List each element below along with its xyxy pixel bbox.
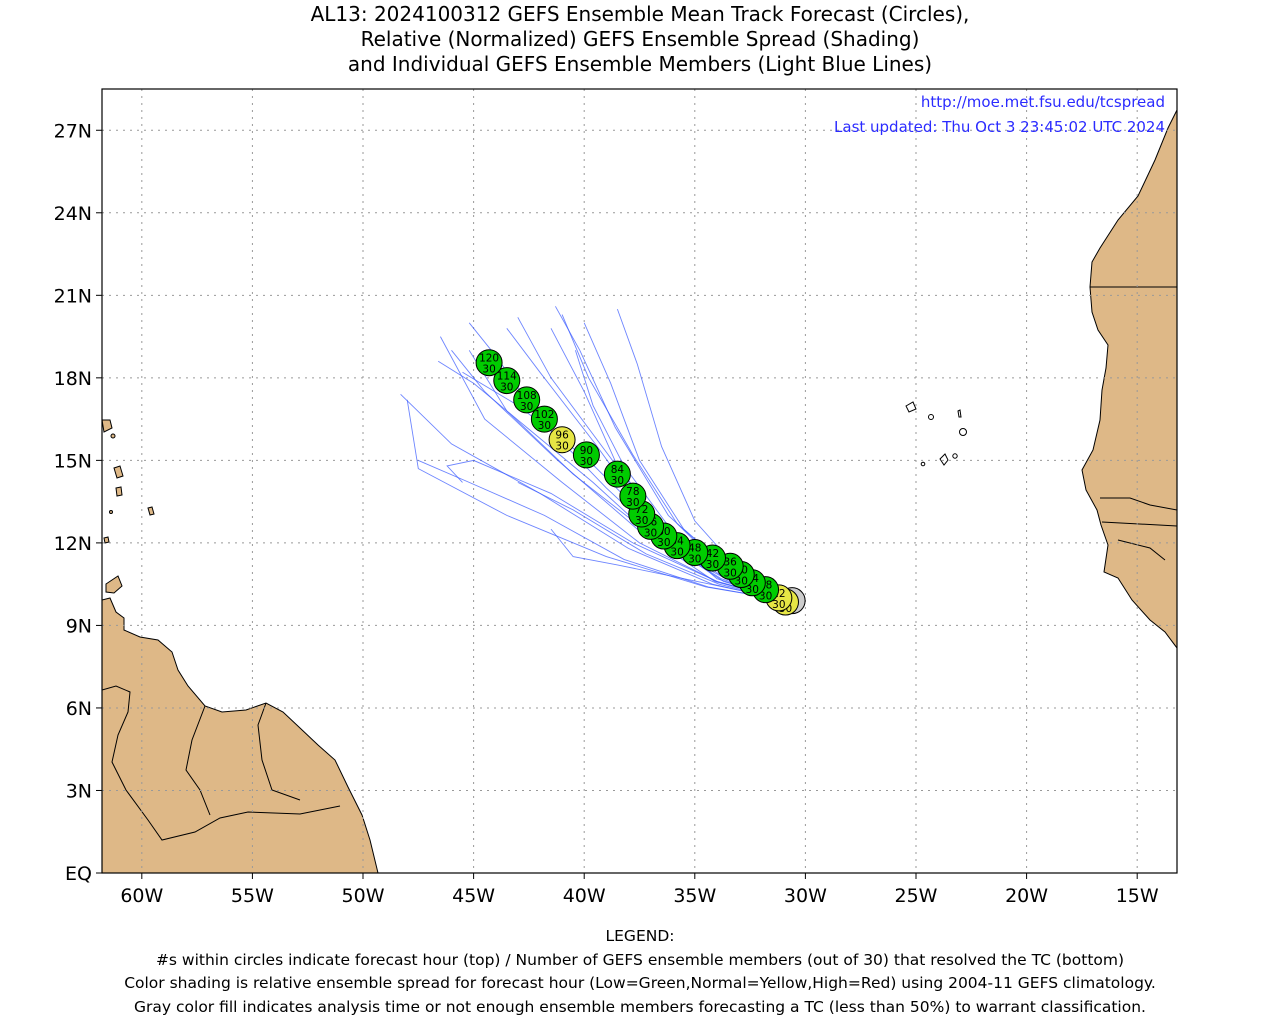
- y-tick-label: 3N: [66, 780, 92, 802]
- member-count-label: 30: [772, 599, 785, 611]
- legend-line-3: Gray color fill indicates analysis time …: [134, 997, 1146, 1016]
- credit-updated: Last updated: Thu Oct 3 23:45:02 UTC 202…: [834, 118, 1165, 136]
- forecast-hour-label: 96: [555, 430, 569, 442]
- title-line-2: Relative (Normalized) GEFS Ensemble Spre…: [360, 27, 920, 51]
- member-count-label: 30: [759, 591, 772, 603]
- member-count-label: 30: [520, 401, 533, 413]
- forecast-hour-label: 90: [580, 445, 593, 457]
- member-count-label: 30: [626, 497, 639, 509]
- mean-track-circle: [572, 441, 600, 469]
- x-tick-label: 40W: [563, 885, 606, 907]
- title-line-1: AL13: 2024100312 GEFS Ensemble Mean Trac…: [310, 2, 970, 26]
- y-tick-label: 18N: [54, 368, 92, 390]
- lesser-antilles-islands: [102, 419, 155, 544]
- member-count-label: 30: [657, 537, 670, 549]
- mean-track-circle: [530, 405, 558, 433]
- forecast-hour-label: 84: [611, 464, 625, 476]
- mean-track-circle: [493, 367, 521, 395]
- member-count-label: 30: [482, 364, 495, 376]
- y-tick-label: EQ: [65, 863, 92, 885]
- member-count-label: 30: [635, 515, 648, 527]
- legend-heading: LEGEND:: [605, 927, 675, 945]
- forecast-hour-label: 108: [517, 390, 537, 402]
- y-tick-label: 27N: [54, 120, 92, 142]
- x-tick-label: 20W: [1005, 885, 1048, 907]
- member-count-label: 30: [735, 576, 748, 588]
- member-count-label: 30: [688, 554, 701, 566]
- ensemble-member-track: [446, 459, 788, 602]
- country-borders-south-america: [102, 685, 341, 841]
- cape-verde-islands: [905, 401, 967, 467]
- forecast-hour-label: 102: [534, 409, 554, 421]
- ensemble-member-track: [550, 528, 788, 602]
- credit-url: http://moe.met.fsu.edu/tcspread: [921, 93, 1165, 111]
- axis-ticks: 60W 55W 50W 45W 40W 35W 30W 25W 20W 15W EQ 3N 6N 9N 12…: [54, 120, 1159, 907]
- mean-track-circle: [619, 482, 647, 510]
- x-tick-label: 60W: [120, 885, 163, 907]
- land-masses: [102, 89, 1177, 873]
- y-tick-label: 6N: [66, 698, 92, 720]
- forecast-hour-label: 36: [724, 556, 738, 568]
- member-count-label: 30: [580, 456, 593, 468]
- legend: LEGEND: #s within circles indicate forec…: [0, 925, 1280, 1019]
- y-tick-label: 24N: [54, 203, 92, 225]
- y-tick-label: 15N: [54, 450, 92, 472]
- legend-line-2: Color shading is relative ensemble sprea…: [124, 974, 1156, 992]
- grid-lines: [102, 89, 1177, 873]
- forecast-hour-label: 42: [706, 548, 719, 560]
- x-tick-label: 45W: [452, 885, 495, 907]
- mean-track-circle: [513, 386, 541, 414]
- country-borders-africa: [1090, 286, 1177, 561]
- x-tick-label: 15W: [1116, 885, 1159, 907]
- mean-track-circle: [475, 349, 503, 377]
- ensemble-member-track: [418, 459, 788, 602]
- mean-track-circle: [603, 460, 631, 488]
- x-tick-label: 30W: [784, 885, 827, 907]
- x-tick-label: 50W: [342, 885, 385, 907]
- y-tick-label: 12N: [54, 533, 92, 555]
- member-count-label: 30: [746, 584, 759, 596]
- forecast-hour-label: 114: [497, 371, 517, 383]
- member-count-label: 30: [500, 382, 513, 394]
- forecast-hour-label: 120: [479, 353, 499, 365]
- chart-title: AL13: 2024100312 GEFS Ensemble Mean Trac…: [0, 2, 1280, 77]
- member-count-label: 30: [670, 547, 683, 559]
- legend-line-1: #s within circles indicate forecast hour…: [155, 950, 1125, 969]
- forecast-hour-label: 48: [688, 543, 701, 555]
- x-tick-label: 25W: [895, 885, 938, 907]
- member-count-label: 30: [724, 567, 737, 579]
- ensemble-member-track: [451, 350, 788, 602]
- member-count-label: 30: [555, 441, 568, 453]
- y-tick-label: 9N: [66, 615, 92, 637]
- y-tick-label: 21N: [54, 285, 92, 307]
- member-count-label: 30: [611, 475, 624, 487]
- mean-track-circle: [548, 426, 576, 454]
- plot-frame: [101, 88, 1178, 874]
- member-count-label: 30: [706, 559, 719, 571]
- member-count-label: 30: [538, 420, 551, 432]
- trinidad-landmass: [105, 575, 123, 594]
- africa-landmass: [1081, 89, 1177, 649]
- member-count-label: 30: [644, 527, 657, 539]
- mean-track-circles: 0630123018302430303036304230483054306030…: [475, 349, 806, 616]
- title-line-3: and Individual GEFS Ensemble Members (Li…: [347, 52, 933, 76]
- x-tick-label: 35W: [673, 885, 716, 907]
- forecast-hour-label: 78: [626, 486, 639, 498]
- south-america-landmass: [102, 597, 379, 873]
- x-tick-label: 55W: [231, 885, 274, 907]
